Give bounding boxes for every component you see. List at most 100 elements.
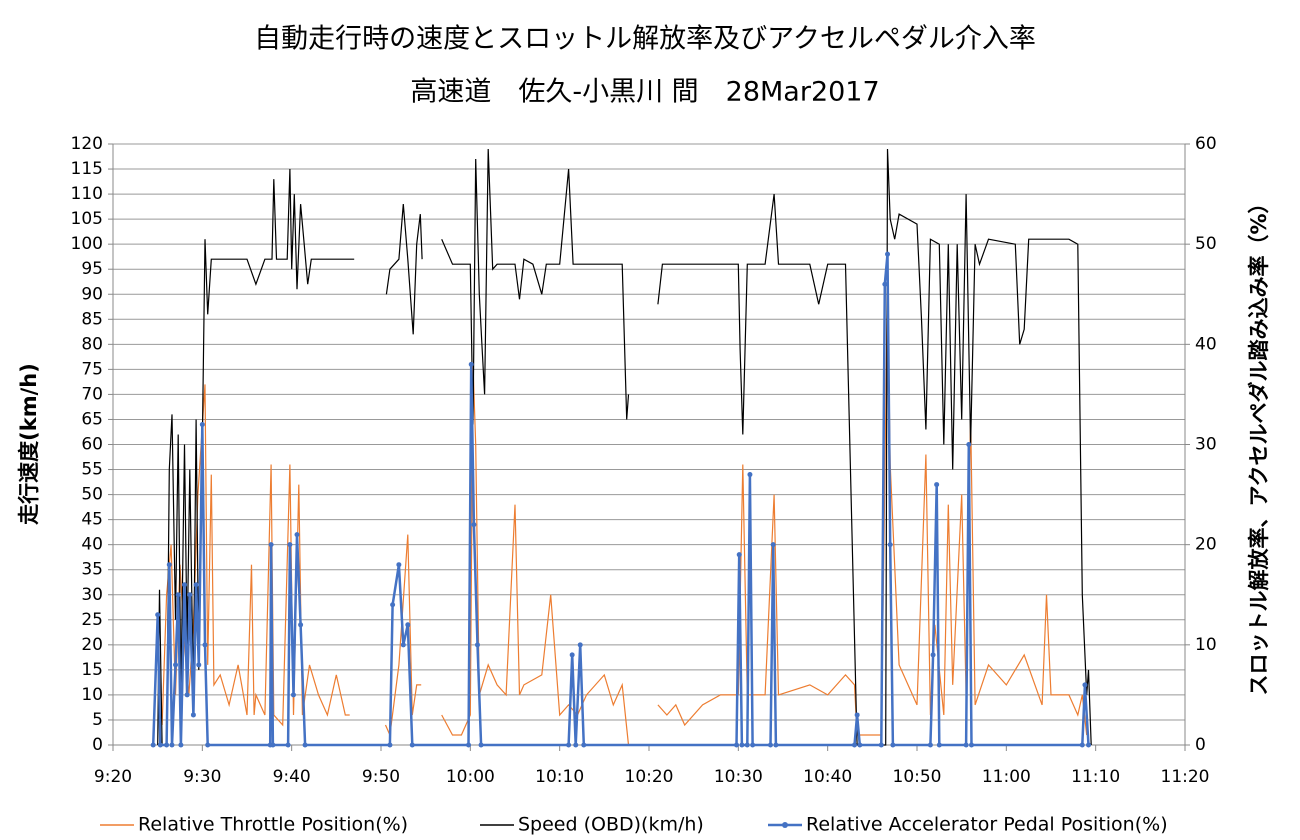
y-tick-label: 110 (71, 184, 103, 204)
point (739, 742, 745, 748)
point (190, 712, 196, 718)
y2-axis-title: スロットル解放率、アクセルペダル踏み込み率（%） (1247, 193, 1271, 696)
point (577, 642, 583, 648)
point (581, 742, 587, 748)
x-tick-label: 10:40 (803, 767, 852, 787)
x-tick-label: 9:20 (94, 767, 132, 787)
x-tick-label: 11:00 (982, 767, 1031, 787)
series-line (151, 254, 1090, 747)
point (150, 742, 156, 748)
point (205, 742, 211, 748)
point (270, 742, 276, 748)
y-axis-title: 走行速度(km/h) (17, 363, 41, 525)
legend-marker (782, 822, 788, 828)
point (187, 592, 193, 598)
point (294, 532, 300, 538)
y-tick-label: 60 (81, 435, 103, 455)
y-tick-label: 10 (81, 685, 103, 705)
y-tick-label: 100 (71, 234, 103, 254)
y-tick-label: 65 (81, 409, 103, 429)
x-tick-label: 9:30 (183, 767, 221, 787)
point (400, 642, 406, 648)
point (285, 742, 291, 748)
point (857, 742, 863, 748)
y-tick-label: 15 (81, 660, 103, 680)
point (885, 251, 891, 257)
point (851, 742, 857, 748)
point (155, 612, 161, 618)
point (181, 582, 187, 588)
y-tick-label: 5 (92, 710, 103, 730)
point (882, 281, 888, 287)
point (166, 562, 172, 568)
point (736, 552, 742, 558)
y2-tick-label: 30 (1195, 435, 1217, 455)
y2-tick-label: 20 (1195, 535, 1217, 555)
point (193, 582, 199, 588)
point (878, 742, 884, 748)
point (173, 662, 179, 668)
point (968, 742, 974, 748)
series-line (157, 148, 1092, 746)
chart-subtitle: 高速道 佐久-小黒川 間 28Mar2017 (410, 77, 879, 108)
y2-tick-label: 60 (1195, 134, 1217, 154)
point (409, 742, 415, 748)
y-tick-label: 70 (81, 384, 103, 404)
point (474, 642, 480, 648)
point (750, 742, 756, 748)
point (199, 421, 205, 427)
x-tick-label: 9:40 (273, 767, 311, 787)
point (930, 652, 936, 658)
point (770, 542, 776, 548)
point (936, 742, 942, 748)
point (569, 652, 575, 658)
point (478, 742, 484, 748)
point (471, 522, 477, 528)
point (1082, 682, 1088, 688)
point (268, 542, 274, 548)
y-tick-label: 35 (81, 560, 103, 580)
point (390, 602, 396, 608)
x-tick-label: 10:20 (625, 767, 674, 787)
y-tick-label: 115 (71, 159, 103, 179)
y-tick-label: 45 (81, 510, 103, 530)
point (744, 742, 750, 748)
point (164, 742, 170, 748)
point (298, 622, 304, 628)
y-tick-label: 90 (81, 284, 103, 304)
point (290, 692, 296, 698)
x-tick-label: 10:10 (535, 767, 584, 787)
point (747, 472, 753, 478)
x-tick-label: 10:30 (714, 767, 763, 787)
series-line (161, 284, 1088, 746)
y-tick-label: 0 (92, 735, 103, 755)
legend-label: Relative Throttle Position(%) (138, 814, 408, 836)
point (890, 742, 896, 748)
point (287, 542, 293, 548)
point (767, 742, 773, 748)
point (566, 742, 572, 748)
y2-tick-label: 10 (1195, 635, 1217, 655)
point (854, 712, 860, 718)
y-tick-label: 50 (81, 485, 103, 505)
y-tick-label: 105 (71, 209, 103, 229)
y2-tick-label: 0 (1195, 735, 1206, 755)
y-tick-label: 120 (71, 134, 103, 154)
legend-label: Speed (OBD)(km/h) (518, 814, 704, 836)
x-tick-label: 11:10 (1071, 767, 1120, 787)
x-tick-label: 11:20 (1161, 767, 1210, 787)
y2-tick-label: 50 (1195, 234, 1217, 254)
point (734, 742, 740, 748)
point (927, 742, 933, 748)
point (934, 482, 940, 488)
y-tick-label: 80 (81, 334, 103, 354)
y-tick-label: 25 (81, 610, 103, 630)
point (1086, 742, 1092, 748)
point (966, 442, 972, 447)
y-tick-label: 75 (81, 359, 103, 379)
y-tick-label: 55 (81, 460, 103, 480)
y-tick-label: 40 (81, 535, 103, 555)
y-tick-label: 95 (81, 259, 103, 279)
point (573, 742, 579, 748)
